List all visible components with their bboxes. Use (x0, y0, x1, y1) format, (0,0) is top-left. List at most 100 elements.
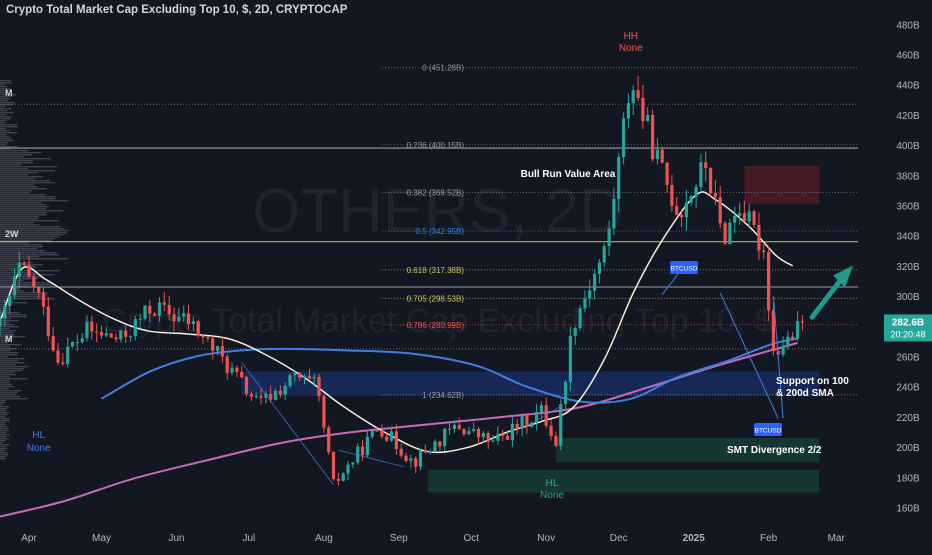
btcusd-tag (754, 423, 782, 436)
y-tick-label: 200B (896, 443, 920, 454)
value-area-label: Bull Run Value Area (521, 169, 616, 180)
candle-body (317, 377, 321, 397)
candle-body (501, 433, 505, 436)
volume-profile-bar (0, 354, 18, 356)
volume-profile-bar (0, 162, 33, 164)
volume-profile-bar (0, 324, 15, 326)
fib-level-label: 0 (451.28B) (422, 64, 464, 73)
candle-body (520, 415, 524, 429)
candle-body (128, 336, 133, 338)
candle-body (583, 298, 587, 309)
candle-body (3, 306, 7, 319)
candle-body (491, 440, 495, 442)
candle-body (631, 90, 635, 104)
volume-profile-bar (0, 166, 57, 168)
volume-profile-bar (0, 450, 6, 452)
candle-body (162, 302, 166, 305)
volume-profile-bar (0, 204, 47, 206)
volume-profile-bar (0, 432, 7, 434)
volume-profile-bar (0, 160, 33, 162)
volume-profile-bar (0, 190, 32, 192)
fib-level-label: 0.618 (317.38B) (407, 266, 465, 275)
volume-profile-bar (0, 276, 43, 278)
candle-body (182, 313, 186, 317)
pivot-label: HL (546, 478, 559, 489)
volume-profile-bar (0, 360, 18, 362)
candle-body (467, 431, 471, 435)
support-note: & 200d SMA (776, 388, 834, 399)
volume-profile-bar (0, 158, 51, 160)
candle-body (12, 276, 17, 296)
candle-body (525, 415, 529, 427)
candle-body (186, 313, 191, 325)
volume-profile-bar (0, 176, 44, 178)
volume-profile-bar (0, 202, 42, 204)
candle-body (612, 198, 616, 229)
volume-profile-bar (0, 320, 19, 322)
pivot-label: None (619, 43, 643, 54)
fib-level-label: 0.786 (280.99B) (407, 321, 465, 330)
volume-profile-bar (0, 442, 3, 444)
candle-body (196, 321, 200, 336)
volume-profile-bar (0, 412, 10, 414)
candle-body (607, 228, 611, 247)
candle-body (684, 202, 688, 218)
candle-body (757, 225, 761, 251)
volume-profile-bar (0, 316, 27, 318)
profile-m-tag: M (5, 334, 13, 344)
volume-profile-bar (0, 318, 12, 320)
volume-profile-bar (0, 340, 12, 342)
profile-2w-tag: 2W (5, 229, 19, 239)
volume-profile-bar (0, 404, 3, 406)
volume-profile-bar (0, 408, 8, 410)
volume-profile-bar (0, 180, 50, 182)
candle-body (75, 342, 79, 344)
candle-body (211, 338, 215, 351)
candle-body (655, 149, 659, 160)
volume-profile-bar (0, 188, 47, 190)
candle-body (399, 448, 403, 456)
candle-body (670, 185, 674, 207)
volume-profile-bar (0, 288, 19, 290)
volume-profile-bar (0, 268, 22, 270)
volume-profile-bar (0, 126, 18, 128)
volume-profile-bar (0, 390, 22, 392)
y-tick-label: 240B (896, 383, 920, 394)
fib-level-label: 1 (234.62B) (422, 391, 464, 400)
candle-body (718, 197, 722, 224)
x-tick-label: Aug (315, 533, 333, 544)
volume-profile-bar (0, 406, 10, 408)
volume-profile-bar (0, 214, 47, 216)
y-tick-label: 300B (896, 292, 920, 303)
volume-profile-bar (0, 212, 47, 214)
y-tick-label: 480B (896, 20, 920, 31)
candle-body (380, 430, 384, 437)
volume-profile-bar (0, 422, 6, 424)
zone-teal-lower (427, 469, 820, 493)
volume-profile-bar (0, 414, 8, 416)
candle-body (438, 441, 442, 447)
candle-body (786, 336, 790, 346)
volume-profile-bar (0, 224, 40, 226)
candle-body (22, 263, 26, 266)
volume-profile-bar (0, 326, 19, 328)
candle-body (27, 265, 31, 277)
volume-profile-bar (0, 152, 41, 154)
watermark-symbol: OTHERS, 2D (252, 177, 624, 246)
candle-body (133, 319, 137, 337)
volume-profile-bar (0, 248, 37, 250)
candle-body (626, 103, 630, 119)
candle-body (172, 314, 176, 322)
volume-profile-bar (0, 246, 43, 248)
volume-profile-bar (0, 112, 14, 114)
volume-profile-bar (0, 240, 52, 242)
volume-profile-bar (0, 234, 65, 236)
y-tick-label: 220B (896, 413, 920, 424)
candle-body (99, 332, 104, 336)
candle-body (66, 346, 70, 364)
candle-body (61, 362, 65, 364)
volume-profile-bar (0, 182, 56, 184)
y-tick-label: 160B (896, 504, 920, 515)
volume-profile-bar (0, 164, 22, 166)
